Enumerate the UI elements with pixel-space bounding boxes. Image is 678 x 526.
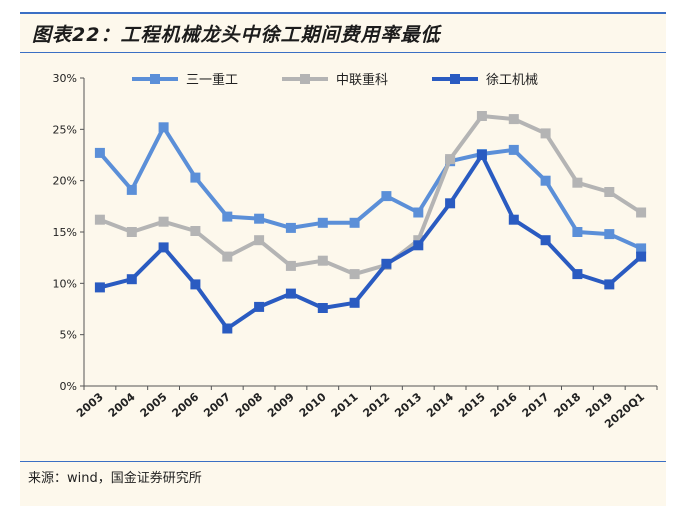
data-point	[413, 235, 424, 246]
x-tick-label: 2005	[138, 390, 170, 420]
x-tick-label: 2009	[265, 390, 297, 420]
data-point	[317, 217, 328, 228]
series-line	[99, 153, 643, 331]
data-point	[572, 269, 583, 280]
data-point	[572, 227, 583, 237]
data-point	[445, 198, 456, 209]
data-point	[190, 172, 201, 183]
data-point	[190, 226, 201, 236]
data-point	[126, 227, 137, 237]
legend-item-2: 中联重科	[282, 72, 388, 88]
data-point	[285, 222, 296, 233]
data-point	[349, 297, 360, 308]
legend-item-1: 三一重工	[132, 72, 238, 88]
legend-marker	[300, 74, 310, 84]
y-tick-label: 5%	[60, 329, 77, 342]
data-point	[413, 240, 424, 251]
data-point	[636, 207, 647, 218]
figure-title: 图表22：工程机械龙头中徐工期间费用率最低	[32, 24, 441, 46]
y-tick-label: 15%	[53, 226, 77, 239]
x-tick-label: 2013	[392, 390, 424, 420]
y-tick-label: 30%	[53, 72, 77, 85]
data-point	[94, 282, 105, 293]
data-point	[349, 217, 360, 228]
data-point	[508, 114, 519, 125]
data-point	[222, 323, 233, 334]
data-point	[222, 211, 233, 222]
chart-axes: 0%5%10%15%20%25%30%2003 2004 2005 2006 2007 2…	[53, 72, 658, 431]
data-point	[381, 258, 392, 269]
x-tick-label: 2012	[361, 390, 393, 420]
series-1	[94, 122, 647, 254]
y-tick-label: 10%	[53, 277, 77, 290]
top-rule	[20, 12, 666, 14]
chart-series	[94, 111, 647, 334]
data-point	[349, 269, 360, 280]
x-tick-label: 2006	[170, 390, 202, 420]
data-point	[317, 303, 328, 313]
source-note: 来源：wind，国金证券研究所	[28, 471, 202, 486]
data-point	[254, 301, 265, 312]
data-point	[604, 187, 615, 197]
x-tick-label: 2017	[520, 390, 552, 420]
data-point	[190, 279, 201, 290]
data-point	[285, 288, 296, 299]
data-point	[381, 191, 392, 202]
x-tick-label: 2016	[488, 390, 520, 420]
title-rule	[20, 52, 666, 53]
data-point	[94, 147, 105, 158]
report-figure: 图表22：工程机械龙头中徐工期间费用率最低 0% 5% 10% 15% 20% 25% 30…	[20, 12, 666, 506]
x-tick-label: 2004	[106, 390, 138, 420]
legend-label: 徐工机械	[486, 73, 538, 88]
data-point	[317, 255, 328, 266]
data-point	[126, 184, 137, 195]
x-tick-label: 2008	[233, 390, 265, 420]
data-point	[508, 214, 519, 225]
x-tick-label: 2015	[456, 390, 488, 420]
data-point	[413, 207, 424, 218]
data-point	[540, 175, 551, 186]
y-tick-label: 0%	[60, 380, 77, 393]
bottom-rule	[20, 461, 666, 462]
data-point	[476, 111, 487, 121]
data-point	[94, 214, 105, 225]
data-point	[126, 274, 137, 285]
data-point	[540, 128, 551, 139]
series-3	[94, 150, 647, 334]
x-tick-label: 2011	[329, 390, 361, 420]
data-point	[540, 235, 551, 246]
data-point	[636, 243, 647, 254]
data-point	[572, 177, 583, 188]
x-tick-label: 2010	[297, 390, 329, 420]
x-tick-label: 2018	[552, 390, 584, 420]
data-point	[285, 260, 296, 271]
data-point	[636, 251, 647, 262]
data-point	[158, 216, 169, 227]
legend-item-3: 徐工机械	[432, 73, 538, 88]
data-point	[508, 144, 519, 155]
data-point	[604, 229, 615, 240]
x-tick-label: 2014	[424, 390, 456, 420]
data-point	[222, 251, 233, 262]
data-point	[476, 150, 487, 160]
y-tick-label: 25%	[53, 123, 77, 136]
data-point	[254, 235, 265, 246]
x-tick-label: 2003	[74, 390, 106, 420]
legend-label: 中联重科	[336, 72, 388, 88]
line-chart: 0%5%10%15%20%25%30%2003 2004 2005 2006 2007 2…	[53, 72, 658, 431]
data-point	[158, 122, 169, 133]
chart-legend: 三一重工 中联重科 徐工机械	[132, 72, 538, 88]
series-line	[98, 125, 642, 251]
data-point	[445, 154, 456, 165]
x-tick-label: 2007	[201, 390, 233, 420]
series-2	[94, 111, 647, 280]
legend-marker	[450, 74, 460, 84]
legend-label: 三一重工	[186, 72, 238, 88]
legend-marker	[150, 74, 160, 84]
y-tick-label: 20%	[53, 175, 77, 188]
data-point	[158, 242, 169, 253]
data-point	[604, 279, 615, 290]
data-point	[254, 213, 265, 224]
series-line	[99, 114, 643, 277]
